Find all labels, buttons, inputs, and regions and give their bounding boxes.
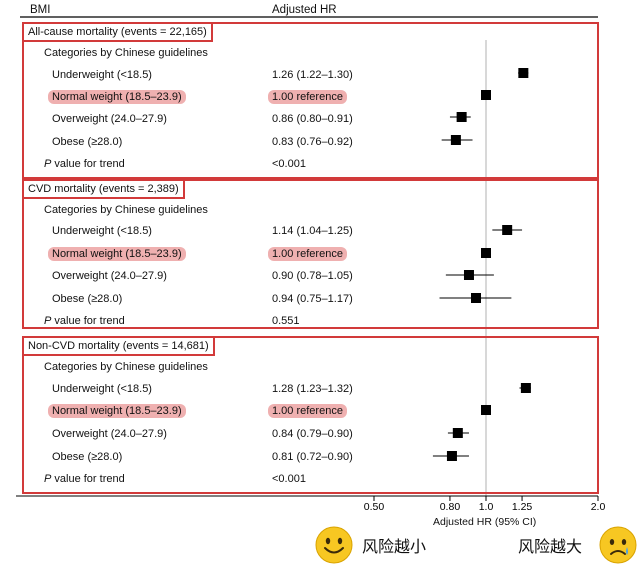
p-trend-value: <0.001 xyxy=(272,473,306,485)
row-label: Underweight (<18.5) xyxy=(52,69,152,81)
hr-marker xyxy=(452,428,463,438)
section-title-all-cause: All-cause mortality (events = 22,165) xyxy=(22,22,213,42)
row-label: Overweight (24.0–27.9) xyxy=(52,113,167,125)
section-title-cvd: CVD mortality (events = 2,389) xyxy=(22,179,185,199)
hr-marker xyxy=(446,451,457,461)
category-label: Categories by Chinese guidelines xyxy=(44,204,208,216)
hr-marker xyxy=(463,270,474,280)
row-label: Obese (≥28.0) xyxy=(52,451,123,463)
category-label: Categories by Chinese guidelines xyxy=(44,361,208,373)
footer-right-text: 风险越大 xyxy=(518,537,583,556)
row-hr-text-highlight: 1.00 reference xyxy=(268,90,347,104)
p-trend-label: P value for trend xyxy=(44,314,125,328)
footer-left-text: 风险越小 xyxy=(362,537,427,556)
row-label: Overweight (24.0–27.9) xyxy=(52,270,167,282)
p-label-rest: value for trend xyxy=(51,158,125,170)
row-hr-text-highlight: 1.00 reference xyxy=(268,247,347,261)
row-hr-text: 0.81 (0.72–0.90) xyxy=(272,451,353,463)
row-hr-text: 1.26 (1.22–1.30) xyxy=(272,69,353,81)
p-trend-value: 0.551 xyxy=(272,315,300,327)
row-label: Underweight (<18.5) xyxy=(52,383,152,395)
x-tick-label: 0.50 xyxy=(364,501,385,513)
p-label-rest: value for trend xyxy=(51,473,125,485)
hr-marker xyxy=(456,112,467,122)
column-header-bmi: BMI xyxy=(30,4,51,16)
x-tick-label: 1.25 xyxy=(512,501,533,513)
category-label: Categories by Chinese guidelines xyxy=(44,47,208,59)
hr-marker xyxy=(502,225,513,235)
hr-marker xyxy=(518,68,529,78)
hr-marker xyxy=(481,405,491,415)
row-hr-text: 1.28 (1.23–1.32) xyxy=(272,383,353,395)
row-hr-text: 0.84 (0.79–0.90) xyxy=(272,428,353,440)
row-label-highlight: Normal weight (18.5–23.9) xyxy=(48,247,186,261)
section-box-cvd xyxy=(22,179,599,329)
row-label: Obese (≥28.0) xyxy=(52,293,123,305)
p-trend-label: P value for trend xyxy=(44,157,125,171)
section-box-all-cause xyxy=(22,22,599,179)
p-label-rest: value for trend xyxy=(51,315,125,327)
row-label-highlight: Normal weight (18.5–23.9) xyxy=(48,404,186,418)
hr-marker xyxy=(481,248,491,258)
row-label-highlight: Normal weight (18.5–23.9) xyxy=(48,90,186,104)
row-label: Underweight (<18.5) xyxy=(52,225,152,237)
p-trend-value: <0.001 xyxy=(272,158,306,170)
column-header-hr: Adjusted HR xyxy=(272,4,337,16)
p-italic: P xyxy=(44,315,52,327)
x-tick-label: 0.80 xyxy=(440,501,461,513)
row-label: Overweight (24.0–27.9) xyxy=(52,428,167,440)
hr-marker xyxy=(450,135,461,145)
section-title-non-cvd: Non-CVD mortality (events = 14,681) xyxy=(22,336,215,356)
x-axis-label: Adjusted HR (95% CI) xyxy=(433,516,537,528)
p-italic: P xyxy=(44,473,52,485)
row-hr-text: 0.90 (0.78–1.05) xyxy=(272,270,353,282)
x-tick-label: 2.0 xyxy=(591,501,606,513)
smiley-face-icon xyxy=(315,526,353,564)
x-tick-label: 1.0 xyxy=(479,501,494,513)
sad-crying-face-icon xyxy=(599,526,637,564)
p-italic: P xyxy=(44,158,52,170)
row-label: Obese (≥28.0) xyxy=(52,136,123,148)
row-hr-text: 0.86 (0.80–0.91) xyxy=(272,113,353,125)
hr-marker xyxy=(481,90,491,100)
row-hr-text: 0.83 (0.76–0.92) xyxy=(272,136,353,148)
row-hr-text-highlight: 1.00 reference xyxy=(268,404,347,418)
hr-marker xyxy=(471,293,482,303)
hr-marker xyxy=(520,383,531,393)
row-hr-text: 0.94 (0.75–1.17) xyxy=(272,293,353,305)
p-trend-label: P value for trend xyxy=(44,472,125,486)
section-box-non-cvd xyxy=(22,336,599,494)
row-hr-text: 1.14 (1.04–1.25) xyxy=(272,225,353,237)
